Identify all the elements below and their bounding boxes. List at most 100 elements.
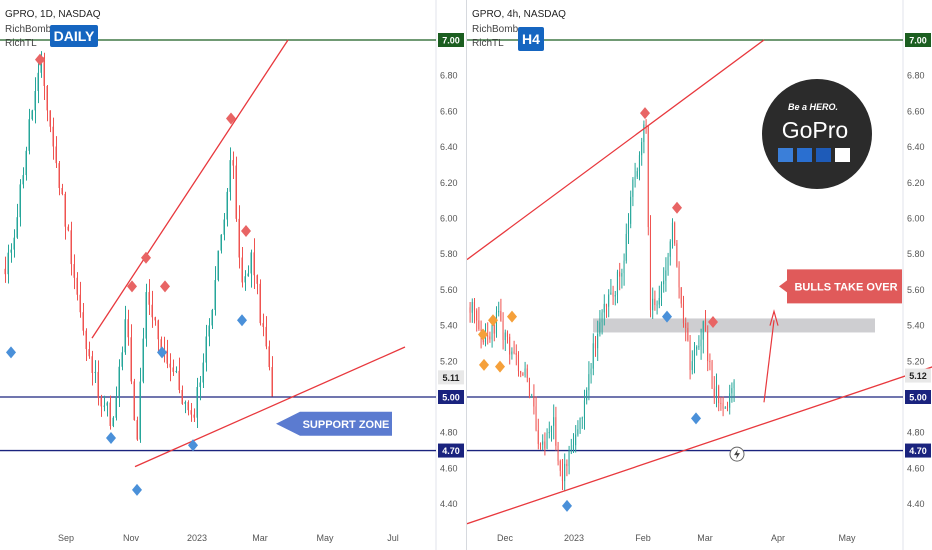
x-tick-label: Nov [123, 533, 140, 543]
sell-signal-icon [141, 251, 151, 264]
candle-body [535, 406, 537, 431]
symbol-line: GPRO, 4h, NASDAQ [472, 9, 566, 20]
candle-body [504, 332, 506, 340]
sell-signal-icon [241, 224, 251, 237]
candle-body [43, 57, 45, 87]
resistance-price-tag-bg [905, 33, 931, 47]
lower-trendline [467, 366, 932, 525]
timeframe-badge-label: DAILY [54, 28, 95, 44]
candle-body [31, 110, 33, 120]
candle-body [678, 266, 680, 288]
candle-body [61, 188, 63, 194]
upper-trendline [91, 39, 289, 339]
gopro-color-square [835, 148, 850, 162]
candle-body [193, 414, 195, 418]
y-tick-label: 6.60 [907, 106, 925, 116]
candle-body [55, 146, 57, 164]
candle-body [570, 449, 572, 452]
candle-body [223, 219, 225, 235]
sell-signal-icon [226, 112, 236, 125]
candle-body [169, 363, 171, 368]
candle-body [685, 323, 687, 328]
candle-body [79, 294, 81, 313]
candle-body [250, 252, 252, 274]
candle-body [82, 312, 84, 331]
candle-body [37, 72, 39, 92]
support-top-price-tag-bg [438, 390, 464, 404]
gopro-wordmark: GoPro [782, 117, 848, 143]
candle-body [28, 119, 30, 151]
candle-body [70, 230, 72, 265]
candle-body [97, 371, 99, 398]
candle-body [172, 367, 174, 372]
y-tick-label: 6.00 [440, 214, 458, 224]
candle-body [10, 249, 12, 253]
sell-signal-icon [640, 107, 650, 120]
candle-body [154, 317, 156, 321]
candle-body [268, 346, 270, 368]
support-top-price-tag: 5.00 [909, 393, 927, 403]
lightning-glyph [734, 449, 740, 460]
timeframe-badge-label: H4 [522, 31, 540, 47]
y-tick-label: 4.60 [907, 463, 925, 473]
daily-chart-panel[interactable]: SUPPORT ZONE GPRO, 1D, NASDAQ RichBomb Rich… [0, 0, 466, 550]
candle-body [669, 241, 671, 257]
candle-body [526, 368, 528, 378]
h4-chart[interactable]: BULLS TAKE OVER Be a HERO. GoPro GPRO, 4h, … [467, 0, 932, 550]
candle-body [73, 264, 75, 278]
candle-body [178, 370, 180, 390]
alert-signal-icon [507, 310, 517, 323]
buy-signal-icon [562, 499, 572, 512]
candle-body [16, 217, 18, 238]
x-tick-label: May [316, 533, 334, 543]
candle-body [484, 335, 486, 343]
alert-signal-icon [478, 328, 488, 341]
candle-body [112, 417, 114, 426]
candle-body [502, 320, 504, 340]
candle-body [599, 322, 601, 334]
candle-body [202, 362, 204, 383]
candle-body [680, 287, 682, 304]
candle-body [539, 443, 541, 445]
candle-body [610, 292, 612, 295]
candle-body [515, 353, 517, 355]
candle-body [196, 386, 198, 418]
candle-body [682, 303, 684, 324]
candle-body [19, 184, 21, 218]
candle-body [627, 223, 629, 234]
candle-body [136, 420, 138, 440]
candle-body [713, 388, 715, 398]
x-tick-label: Dec [497, 533, 514, 543]
candle-body [546, 433, 548, 449]
bulls-take-over-label: BULLS TAKE OVER [794, 281, 897, 293]
y-tick-label: 6.20 [440, 178, 458, 188]
candle-body [561, 470, 563, 482]
candle-body [190, 410, 192, 415]
candle-body [603, 303, 605, 313]
candle-body [247, 273, 249, 277]
candle-body [85, 330, 87, 350]
support-bottom-price-tag-bg [905, 443, 931, 458]
sell-signal-icon [127, 280, 137, 293]
indicator-label: RichTL [472, 38, 504, 49]
y-tick-label: 4.80 [440, 428, 458, 438]
candle-body [566, 463, 568, 467]
daily-chart[interactable]: SUPPORT ZONE GPRO, 1D, NASDAQ RichBomb Rich… [0, 0, 466, 550]
candle-body [124, 319, 126, 353]
candle-body [509, 336, 511, 355]
h4-chart-panel[interactable]: BULLS TAKE OVER Be a HERO. GoPro GPRO, 4h, … [466, 0, 932, 550]
candle-body [614, 295, 616, 297]
candle-body [91, 356, 93, 373]
candle-body [489, 336, 491, 340]
alert-signal-icon [479, 358, 489, 371]
candle-body [148, 292, 150, 305]
support-bottom-price-tag: 4.70 [909, 446, 927, 456]
y-tick-label: 6.00 [907, 214, 925, 224]
x-tick-label: Feb [635, 533, 651, 543]
candle-body [676, 243, 678, 267]
candle-body [256, 275, 258, 284]
candle-body [548, 432, 550, 434]
candle-body [630, 196, 632, 224]
candle-body [568, 451, 570, 467]
candle-body [555, 417, 557, 446]
